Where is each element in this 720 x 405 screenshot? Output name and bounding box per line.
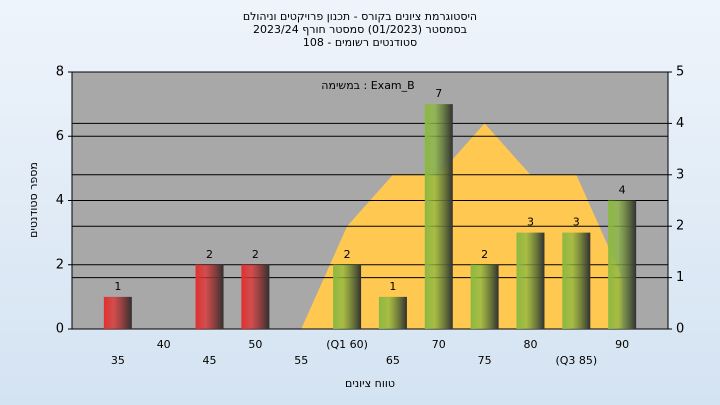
y2-tick-label: 4	[676, 116, 684, 131]
bar	[470, 264, 499, 329]
x-tick-label: 45	[203, 354, 217, 367]
bar	[241, 264, 270, 329]
chart-subtitle: סטודנטים רשומים - 108	[303, 36, 417, 49]
value-label: 2	[206, 248, 213, 261]
plot-frame	[71, 71, 669, 330]
x-tick-label: 80	[523, 338, 537, 351]
x-tick-label: 40	[157, 338, 171, 351]
x-tick-label: (Q3 85)	[555, 354, 597, 367]
value-label: 4	[619, 184, 626, 197]
bar	[424, 104, 453, 329]
x-tick-label: 75	[478, 354, 492, 367]
y-tick-label: 8	[56, 65, 64, 80]
chart-title: היסטוגרמת ציונים בקורס - תכנון פרויקטים …	[243, 10, 477, 23]
chart-subtitle: בסמסטר (01/2023) סמסטר חורף 2023/24	[253, 23, 467, 36]
value-label: 7	[435, 87, 442, 100]
value-label: 1	[389, 280, 396, 293]
bar	[195, 264, 224, 329]
x-tick-label: 70	[432, 338, 446, 351]
x-tick-label: 50	[248, 338, 262, 351]
y2-tick-label: 3	[676, 167, 684, 182]
x-tick-label: 90	[615, 338, 629, 351]
value-label: 3	[573, 216, 580, 229]
x-tick-label: 35	[111, 354, 125, 367]
annotation: במשימה : Exam_B	[321, 79, 414, 92]
y2-tick-label: 5	[676, 65, 684, 80]
value-label: 2	[252, 248, 259, 261]
bar	[608, 200, 637, 329]
value-label: 3	[527, 216, 534, 229]
x-tick-label: 55	[294, 354, 308, 367]
bar	[103, 296, 132, 329]
bar	[516, 232, 545, 329]
y-tick-label: 2	[56, 257, 64, 272]
x-tick-label: 65	[386, 354, 400, 367]
value-label: 1	[114, 280, 121, 293]
y-tick-label: 0	[56, 322, 64, 337]
y-axis-label: מספר סטודנטים	[27, 162, 40, 238]
value-label: 2	[344, 248, 351, 261]
bar	[378, 296, 407, 329]
y2-tick-label: 1	[676, 270, 684, 285]
y2-tick-label: 2	[676, 219, 684, 234]
bar	[562, 232, 591, 329]
y-tick-label: 4	[56, 193, 64, 208]
value-label: 2	[481, 248, 488, 261]
bar	[333, 264, 362, 329]
y-tick-label: 6	[56, 129, 64, 144]
y2-tick-label: 0	[676, 322, 684, 337]
x-axis-label: טווח ציונים	[345, 377, 395, 390]
x-tick-label: (Q1 60)	[326, 338, 368, 351]
